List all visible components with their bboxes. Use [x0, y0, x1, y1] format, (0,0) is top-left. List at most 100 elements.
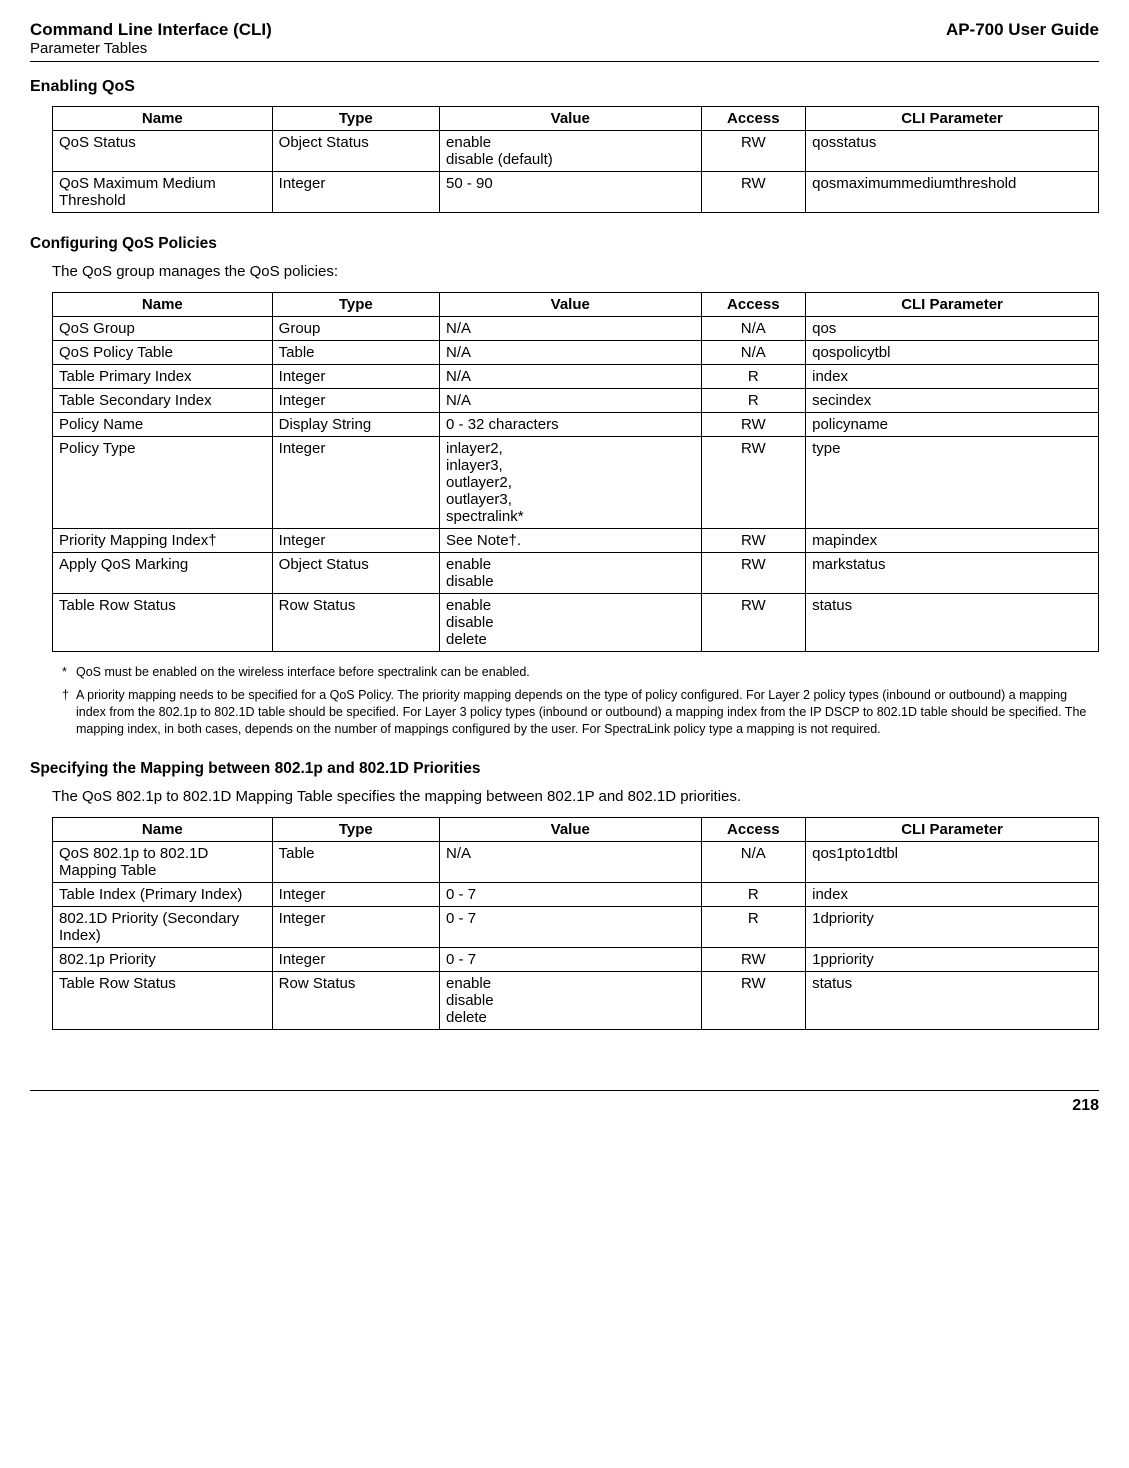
table-cell: type [806, 437, 1099, 529]
footnote-text: QoS must be enabled on the wireless inte… [76, 664, 530, 681]
table-cell: RW [701, 947, 806, 971]
table-cell: Table Secondary Index [53, 389, 273, 413]
table-cell: Integer [272, 906, 439, 947]
col-value: Value [440, 107, 702, 131]
table-row: Table Secondary IndexIntegerN/ARsecindex [53, 389, 1099, 413]
table-cell: QoS Maximum Medium Threshold [53, 172, 273, 213]
header-subtitle: Parameter Tables [30, 40, 272, 57]
table-cell: QoS 802.1p to 802.1D Mapping Table [53, 841, 273, 882]
page-footer: 218 [30, 1090, 1099, 1115]
footnote-mark: † [62, 687, 76, 738]
table-cell: Integer [272, 389, 439, 413]
table-policies: Name Type Value Access CLI Parameter QoS… [52, 292, 1099, 652]
table-cell: index [806, 882, 1099, 906]
col-value: Value [440, 293, 702, 317]
table-cell: Integer [272, 365, 439, 389]
table-cell: Table Row Status [53, 971, 273, 1029]
col-access: Access [701, 817, 806, 841]
footnote: † A priority mapping needs to be specifi… [62, 687, 1099, 738]
table-row: Priority Mapping Index†IntegerSee Note†.… [53, 529, 1099, 553]
table-cell: 1dpriority [806, 906, 1099, 947]
table-cell: Group [272, 317, 439, 341]
table-cell: secindex [806, 389, 1099, 413]
col-type: Type [272, 293, 439, 317]
table-cell: Integer [272, 529, 439, 553]
table-cell: enabledisabledelete [440, 971, 702, 1029]
table-cell: RW [701, 971, 806, 1029]
table-row: Table Primary IndexIntegerN/ARindex [53, 365, 1099, 389]
table-row: QoS GroupGroupN/AN/Aqos [53, 317, 1099, 341]
intro-policies: The QoS group manages the QoS policies: [52, 263, 1099, 280]
table-row: QoS Maximum Medium ThresholdInteger50 - … [53, 172, 1099, 213]
table-body-enabling-qos: QoS StatusObject Statusenabledisable (de… [53, 131, 1099, 213]
table-row: Apply QoS MarkingObject Statusenabledisa… [53, 553, 1099, 594]
table-cell: qospolicytbl [806, 341, 1099, 365]
table-cell: 0 - 32 characters [440, 413, 702, 437]
table-cell: N/A [440, 389, 702, 413]
table-cell: Table [272, 341, 439, 365]
table-cell: Integer [272, 437, 439, 529]
table-row: QoS 802.1p to 802.1D Mapping TableTableN… [53, 841, 1099, 882]
table-cell: qos [806, 317, 1099, 341]
table-row: Table Row StatusRow Statusenabledisabled… [53, 971, 1099, 1029]
table-cell: 0 - 7 [440, 882, 702, 906]
footnote-mark: * [62, 664, 76, 681]
table-cell: Priority Mapping Index† [53, 529, 273, 553]
col-cli: CLI Parameter [806, 817, 1099, 841]
table-cell: 50 - 90 [440, 172, 702, 213]
table-cell: Integer [272, 882, 439, 906]
table-row: Table Row StatusRow Statusenabledisabled… [53, 594, 1099, 652]
col-type: Type [272, 817, 439, 841]
col-cli: CLI Parameter [806, 107, 1099, 131]
table-cell: N/A [701, 341, 806, 365]
footnote-text: A priority mapping needs to be specified… [76, 687, 1099, 738]
footnote: * QoS must be enabled on the wireless in… [62, 664, 1099, 681]
table-cell: See Note†. [440, 529, 702, 553]
table-row: 802.1p PriorityInteger0 - 7RW1ppriority [53, 947, 1099, 971]
table-cell: R [701, 906, 806, 947]
table-body-policies: QoS GroupGroupN/AN/AqosQoS Policy TableT… [53, 317, 1099, 652]
table-cell: Table [272, 841, 439, 882]
table-cell: Display String [272, 413, 439, 437]
table-row: QoS Policy TableTableN/AN/Aqospolicytbl [53, 341, 1099, 365]
table-cell: RW [701, 594, 806, 652]
table-cell: N/A [440, 841, 702, 882]
table-cell: QoS Status [53, 131, 273, 172]
col-cli: CLI Parameter [806, 293, 1099, 317]
table-cell: qosstatus [806, 131, 1099, 172]
table-row: Policy NameDisplay String0 - 32 characte… [53, 413, 1099, 437]
table-cell: QoS Group [53, 317, 273, 341]
table-cell: mapindex [806, 529, 1099, 553]
col-access: Access [701, 293, 806, 317]
col-name: Name [53, 293, 273, 317]
table-cell: inlayer2,inlayer3,outlayer2,outlayer3,sp… [440, 437, 702, 529]
table-body-mapping: QoS 802.1p to 802.1D Mapping TableTableN… [53, 841, 1099, 1029]
table-cell: markstatus [806, 553, 1099, 594]
table-cell: QoS Policy Table [53, 341, 273, 365]
table-header-row: Name Type Value Access CLI Parameter [53, 293, 1099, 317]
table-cell: Table Index (Primary Index) [53, 882, 273, 906]
table-cell: Table Primary Index [53, 365, 273, 389]
table-cell: qosmaximummediumthreshold [806, 172, 1099, 213]
table-cell: 0 - 7 [440, 906, 702, 947]
table-cell: RW [701, 529, 806, 553]
table-cell: index [806, 365, 1099, 389]
table-cell: RW [701, 131, 806, 172]
col-name: Name [53, 817, 273, 841]
section-title-policies: Configuring QoS Policies [30, 235, 1099, 253]
header-left: Command Line Interface (CLI) Parameter T… [30, 20, 272, 57]
table-cell: R [701, 389, 806, 413]
section-title-mapping: Specifying the Mapping between 802.1p an… [30, 760, 1099, 778]
table-cell: Apply QoS Marking [53, 553, 273, 594]
table-cell: RW [701, 553, 806, 594]
page-header: Command Line Interface (CLI) Parameter T… [30, 20, 1099, 62]
table-cell: R [701, 365, 806, 389]
table-cell: Table Row Status [53, 594, 273, 652]
table-cell: N/A [440, 365, 702, 389]
table-header-row: Name Type Value Access CLI Parameter [53, 107, 1099, 131]
col-access: Access [701, 107, 806, 131]
table-row: Policy TypeIntegerinlayer2,inlayer3,outl… [53, 437, 1099, 529]
col-name: Name [53, 107, 273, 131]
table-cell: Object Status [272, 131, 439, 172]
table-cell: enabledisable [440, 553, 702, 594]
